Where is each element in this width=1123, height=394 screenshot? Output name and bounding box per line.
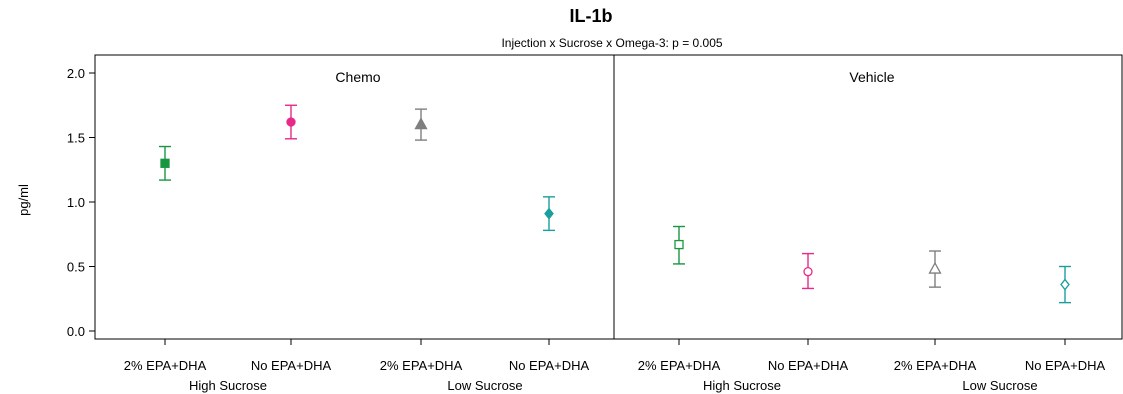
x-category-label: 2% EPA+DHA — [894, 358, 977, 373]
y-tick-label: 0.5 — [67, 260, 85, 275]
panel-label: Vehicle — [849, 69, 894, 85]
marker-square — [674, 239, 684, 250]
chart-subtitle: Injection x Sucrose x Omega-3: p = 0.005 — [501, 36, 722, 50]
marker-diamond — [1060, 278, 1070, 291]
x-group-label: High Sucrose — [703, 378, 781, 393]
x-category-label: No EPA+DHA — [1025, 358, 1106, 373]
chart-title: IL-1b — [570, 6, 613, 26]
y-tick-label: 2.0 — [67, 66, 85, 81]
y-tick-label: 1.0 — [67, 195, 85, 210]
x-category-label: No EPA+DHA — [251, 358, 332, 373]
plot-frame — [94, 54, 1123, 340]
panel-label: Chemo — [335, 69, 380, 85]
marker-triangle — [928, 261, 942, 274]
x-category-label: 2% EPA+DHA — [124, 358, 207, 373]
plot-layer: 0.0 0.5 1.0 1.5 2.0 Chemo 2% EPA+DHA No EPA+DHA… — [67, 54, 1123, 393]
x-category-label: No EPA+DHA — [509, 358, 590, 373]
x-category-label: No EPA+DHA — [768, 358, 849, 373]
marker-triangle — [414, 117, 428, 130]
x-group-label: High Sucrose — [189, 378, 267, 393]
y-tick-label: 1.5 — [67, 131, 85, 146]
x-group-label: Low Sucrose — [447, 378, 522, 393]
y-tick-label: 0.0 — [67, 324, 85, 339]
x-group-label: Low Sucrose — [962, 378, 1037, 393]
x-category-label: 2% EPA+DHA — [380, 358, 463, 373]
marker-diamond — [544, 207, 554, 220]
x-category-label: 2% EPA+DHA — [638, 358, 721, 373]
marker-circle — [286, 117, 296, 127]
marker-square — [160, 158, 170, 168]
marker-circle — [803, 267, 813, 277]
y-axis-label: pg/ml — [16, 184, 31, 216]
